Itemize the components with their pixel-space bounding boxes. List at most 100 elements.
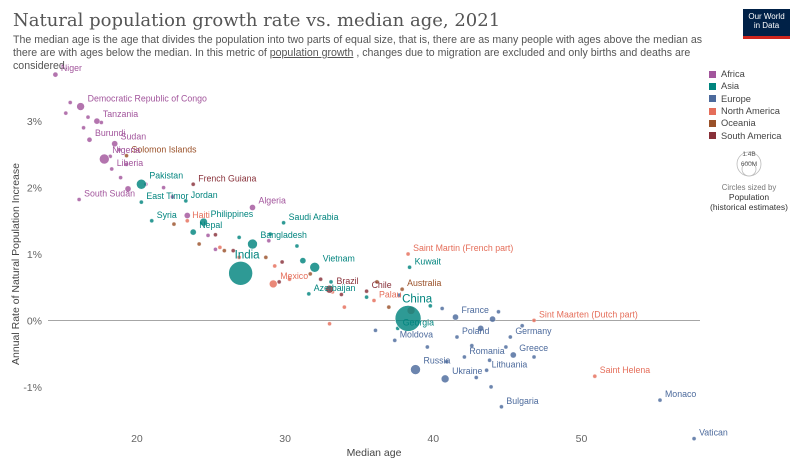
data-point [520,323,525,328]
size-note: Circles sized by [721,183,777,192]
point-label: Azerbaijan [314,283,356,293]
legend-item-asia[interactable]: Asia [709,80,781,92]
data-point [425,344,430,350]
data-point [161,185,166,190]
legend-item-south-america[interactable]: South America [709,129,781,141]
data-point [205,233,211,238]
point-label: Mexico [280,271,308,281]
point-label: Ukraine [452,366,482,376]
x-axis-title: Median age [347,447,402,459]
point-label: Russia [423,356,450,366]
data-point [510,351,517,359]
data-point [228,260,253,286]
point-label: Haiti [192,210,210,220]
data-point [185,218,190,223]
color-legend: Africa Asia Europe North America Oceania… [709,68,781,142]
subtitle-text: The median age is the age that divides t… [13,34,703,59]
point-labels: Liberia South Sudan East Timor Jordan Syria S… [61,63,728,438]
point-label: Vietnam [323,253,355,263]
point-label: Bulgaria [506,396,538,406]
point-label: Chile [372,280,392,290]
point-label: Vatican [699,428,728,438]
data-point [531,318,537,323]
legend-label: North America [721,106,780,117]
legend-item-africa[interactable]: Africa [709,68,781,80]
data-point [373,328,378,333]
point-label: Greece [519,343,548,353]
x-tick-label: 20 [131,433,143,445]
data-point [489,315,496,323]
data-point [339,292,344,297]
legend-swatch [709,95,716,103]
data-point [63,111,68,116]
point-label: Solomon Islands [132,145,198,155]
y-tick-label: 0% [27,315,42,327]
owid-logo[interactable]: Our World in Data [743,9,790,39]
legend-swatch [709,132,716,140]
point-label: Romania [469,346,504,356]
data-point [139,200,144,205]
x-tick-label: 30 [279,433,291,445]
data-point [474,375,479,380]
data-point [268,231,273,237]
data-point [374,279,380,285]
data-point [469,343,474,348]
legend-label: Oceania [721,118,756,129]
point-label: Tanzania [103,109,138,119]
logo-red-bar [743,36,790,39]
data-point [124,162,129,167]
data-point [499,404,504,409]
data-point [249,204,256,211]
data-point [287,277,292,282]
data-point [484,368,489,373]
legend-item-north-america[interactable]: North America [709,105,781,117]
point-label: South Sudan [84,189,135,199]
data-point [171,221,177,227]
legend-item-oceania[interactable]: Oceania [709,117,781,129]
data-point [191,182,196,187]
point-label: Algeria [258,196,285,206]
data-point [328,279,334,285]
point-label: Saint Martin (French part) [413,243,513,253]
data-point [306,291,311,297]
data-point [272,263,277,269]
legend-label: Asia [721,81,740,92]
y-tick-label: 2% [27,183,42,195]
point-label: China [402,293,433,305]
axes: -1% 0% 1% 2% 3% 20 30 40 50 Median age Annual Rate… [10,116,700,459]
point-label: Moldova [400,329,433,339]
data-point [487,358,492,363]
data-point [85,115,91,120]
point-label: Lithuania [492,359,528,369]
data-point [308,271,313,277]
data-point [81,125,86,130]
logo-line-2: in Data [753,21,780,30]
legend-item-europe[interactable]: Europe [709,93,781,105]
data-point [657,397,663,403]
data-point [136,178,147,190]
data-point [76,102,85,111]
size-small-label: 600M [741,161,757,168]
data-point [184,212,191,219]
data-point [268,279,278,289]
data-point [371,298,377,303]
data-point [124,153,129,158]
point-label: East Timor [146,191,188,201]
point-label: Germany [515,326,552,336]
point-label: Monaco [665,389,696,399]
point-label: Niger [61,63,82,73]
legend-swatch [709,70,716,78]
point-label: Burundi [95,128,125,138]
point-label: India [235,249,261,261]
data-point [592,374,597,379]
data-point [199,217,208,227]
data-point [118,175,123,180]
data-point [392,338,397,343]
point-label: Syria [157,210,177,220]
data-points [52,71,697,441]
population-growth-link[interactable]: population growth [269,47,354,59]
legend-label: Africa [721,69,745,80]
point-label: Liberia [117,158,144,168]
data-point [170,194,175,200]
point-label: Australia [407,278,441,288]
